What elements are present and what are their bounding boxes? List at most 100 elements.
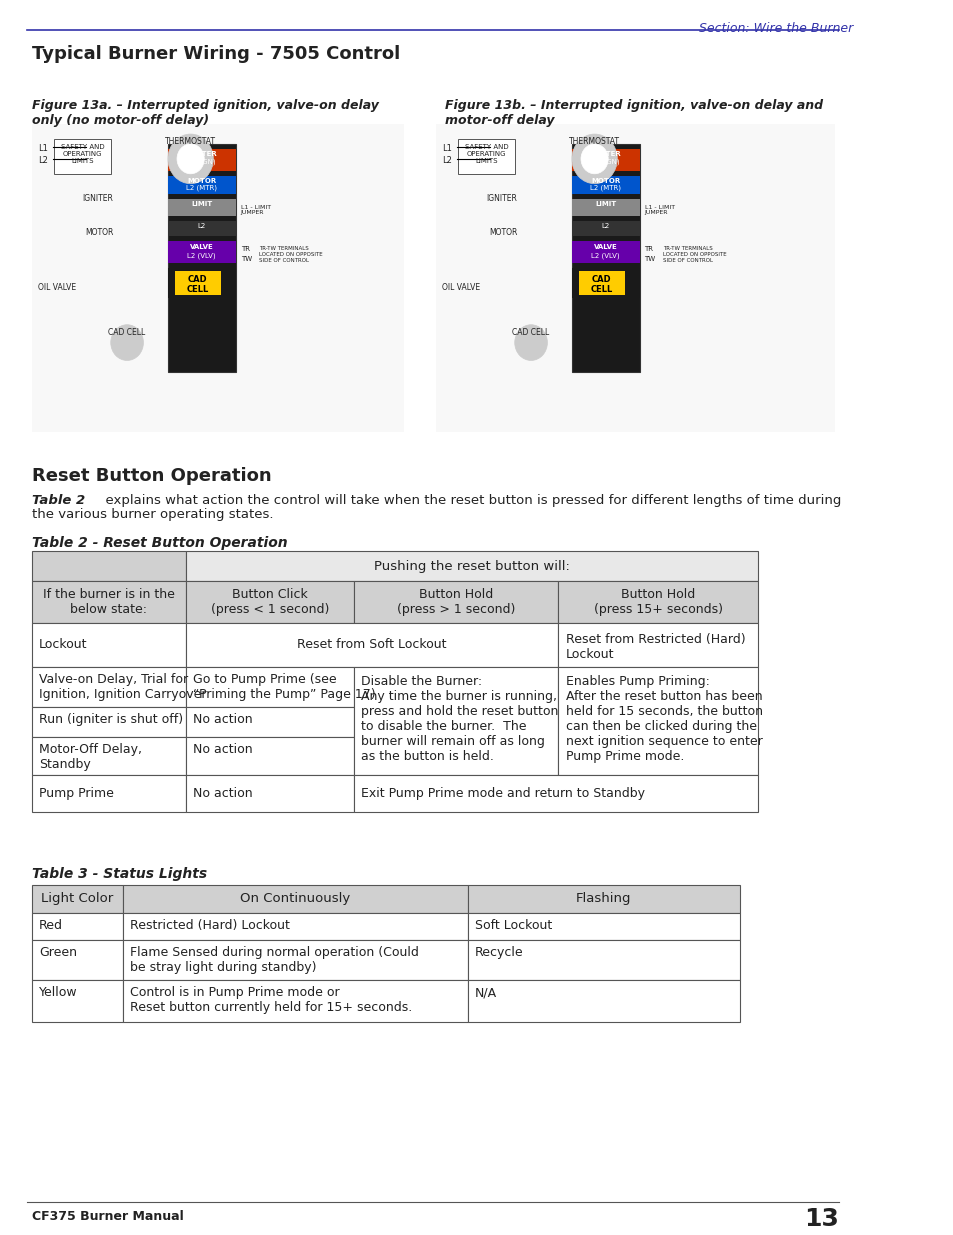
Text: OIL VALVE: OIL VALVE xyxy=(38,283,76,291)
Text: N/A: N/A xyxy=(475,986,497,999)
Circle shape xyxy=(168,135,213,184)
Text: Button Hold
(press > 1 second): Button Hold (press > 1 second) xyxy=(396,588,515,616)
Text: Flashing: Flashing xyxy=(576,892,631,905)
Bar xyxy=(31,551,186,580)
Text: TR-TW TERMINALS
LOCATED ON OPPOSITE
SIDE OF CONTROL: TR-TW TERMINALS LOCATED ON OPPOSITE SIDE… xyxy=(662,246,725,263)
Bar xyxy=(186,774,354,813)
Text: Pushing the reset button will:: Pushing the reset button will: xyxy=(374,559,569,573)
Text: TR: TR xyxy=(644,246,653,252)
Bar xyxy=(122,981,467,1021)
Text: Enables Pump Priming:
After the reset button has been
held for 15 seconds, the b: Enables Pump Priming: After the reset bu… xyxy=(565,676,761,763)
Text: Lockout: Lockout xyxy=(39,638,88,652)
Text: Control is in Pump Prime mode or
Reset button currently held for 15+ seconds.: Control is in Pump Prime mode or Reset b… xyxy=(130,986,412,1014)
Bar xyxy=(168,268,235,298)
Text: IGNITER: IGNITER xyxy=(589,151,620,157)
Text: TW: TW xyxy=(240,256,252,262)
Bar xyxy=(354,774,758,813)
Text: L2 (MTR): L2 (MTR) xyxy=(589,185,620,191)
Bar xyxy=(467,884,740,913)
Text: TR: TR xyxy=(240,246,250,252)
Bar xyxy=(558,622,758,667)
Text: MOTOR: MOTOR xyxy=(590,178,619,184)
Text: Red: Red xyxy=(39,919,63,931)
Bar xyxy=(31,667,186,708)
Bar xyxy=(175,272,220,295)
Text: CAD CELL: CAD CELL xyxy=(109,327,146,337)
Text: Button Click
(press < 1 second): Button Click (press < 1 second) xyxy=(211,588,329,616)
Bar xyxy=(31,981,122,1021)
Text: Light Color: Light Color xyxy=(41,892,113,905)
Bar xyxy=(168,144,235,373)
Text: L2: L2 xyxy=(441,156,452,165)
Text: L1 - LIMIT
JUMPER: L1 - LIMIT JUMPER xyxy=(240,205,271,215)
Text: Soft Lockout: Soft Lockout xyxy=(475,919,552,931)
Bar xyxy=(31,708,186,737)
Bar xyxy=(467,913,740,940)
Text: Go to Pump Prime (see
“Priming the Pump” Page 17): Go to Pump Prime (see “Priming the Pump”… xyxy=(193,673,375,701)
Circle shape xyxy=(177,144,204,174)
Text: Yellow: Yellow xyxy=(39,986,77,999)
Text: Section: Wire the Burner: Section: Wire the Burner xyxy=(699,22,852,35)
Text: Table 2 - Reset Button Operation: Table 2 - Reset Button Operation xyxy=(31,536,287,551)
Bar xyxy=(186,667,354,708)
Bar xyxy=(186,737,354,774)
Text: Restricted (Hard) Lockout: Restricted (Hard) Lockout xyxy=(130,919,290,931)
Circle shape xyxy=(571,135,617,184)
Text: IGNITER: IGNITER xyxy=(486,194,517,203)
Bar xyxy=(168,199,235,216)
Text: No action: No action xyxy=(193,787,253,800)
Text: THERMOSTAT: THERMOSTAT xyxy=(165,137,216,146)
Bar xyxy=(168,149,235,170)
Text: Reset from Restricted (Hard)
Lockout: Reset from Restricted (Hard) Lockout xyxy=(565,632,744,661)
Text: Green: Green xyxy=(39,946,77,960)
Text: L2 (IGN): L2 (IGN) xyxy=(591,159,619,165)
Text: LIMIT: LIMIT xyxy=(191,200,212,206)
Bar xyxy=(354,580,558,622)
Bar xyxy=(122,884,467,913)
Text: IGNITER: IGNITER xyxy=(83,194,113,203)
Text: L2: L2 xyxy=(197,224,206,230)
Bar xyxy=(571,199,639,216)
Text: L2 (VLV): L2 (VLV) xyxy=(591,252,619,258)
Text: OIL VALVE: OIL VALVE xyxy=(441,283,479,291)
Bar xyxy=(168,175,235,194)
Text: Reset Button Operation: Reset Button Operation xyxy=(31,467,271,484)
Bar xyxy=(122,913,467,940)
Text: MOTOR: MOTOR xyxy=(489,228,517,237)
Bar xyxy=(186,708,354,737)
Text: L2 (VLV): L2 (VLV) xyxy=(187,252,215,258)
Text: Button Hold
(press 15+ seconds): Button Hold (press 15+ seconds) xyxy=(593,588,722,616)
Bar xyxy=(571,241,639,263)
Text: IGNITER: IGNITER xyxy=(186,151,217,157)
Text: No action: No action xyxy=(193,713,253,726)
Text: Valve-on Delay, Trial for
Ignition, Ignition Carryover: Valve-on Delay, Trial for Ignition, Igni… xyxy=(39,673,206,701)
Bar xyxy=(467,940,740,981)
Bar xyxy=(186,551,758,580)
Text: SAFETY AND
OPERATING
LIMITS: SAFETY AND OPERATING LIMITS xyxy=(464,144,508,164)
Text: L2 (IGN): L2 (IGN) xyxy=(187,159,215,165)
Bar xyxy=(54,140,111,174)
Text: Table 3 - Status Lights: Table 3 - Status Lights xyxy=(31,867,207,881)
Bar xyxy=(571,221,639,236)
Bar xyxy=(168,241,235,263)
Text: Table 2: Table 2 xyxy=(31,494,85,506)
Text: If the burner is in the
below state:: If the burner is in the below state: xyxy=(43,588,174,616)
Bar xyxy=(186,622,558,667)
Bar xyxy=(31,884,122,913)
Bar xyxy=(186,580,354,622)
Text: 13: 13 xyxy=(803,1207,838,1230)
Text: CAD
CELL: CAD CELL xyxy=(187,275,209,294)
Bar xyxy=(571,175,639,194)
Text: CAD
CELL: CAD CELL xyxy=(590,275,613,294)
Text: L2: L2 xyxy=(600,224,609,230)
Bar xyxy=(31,940,122,981)
Bar xyxy=(436,125,834,432)
Text: Run (igniter is shut off): Run (igniter is shut off) xyxy=(39,713,183,726)
Text: explains what action the control will take when the reset button is pressed for : explains what action the control will ta… xyxy=(97,494,841,506)
Bar xyxy=(571,268,639,298)
Text: Disable the Burner:
Any time the burner is running,
press and hold the reset but: Disable the Burner: Any time the burner … xyxy=(361,676,558,763)
Text: Typical Burner Wiring - 7505 Control: Typical Burner Wiring - 7505 Control xyxy=(31,44,399,63)
Text: VALVE: VALVE xyxy=(593,245,617,251)
Bar xyxy=(168,221,235,236)
Text: L1: L1 xyxy=(38,144,48,153)
